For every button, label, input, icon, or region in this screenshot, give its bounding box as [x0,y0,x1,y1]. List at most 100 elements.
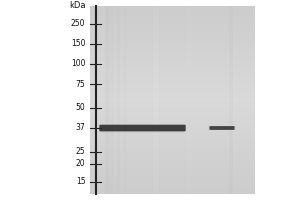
Bar [90,59,255,60]
Bar [90,72,255,73]
Bar [90,61,255,62]
Bar [90,178,255,179]
Bar [90,31,255,32]
Bar [90,6,255,7]
Bar [90,144,255,145]
Bar [90,180,255,181]
Text: 20: 20 [76,160,86,168]
Bar [229,6,233,194]
Bar [90,151,255,152]
Bar [90,164,255,165]
Bar [90,99,255,100]
Bar [97,6,99,194]
Bar [90,9,255,10]
Bar [90,112,255,113]
Bar [90,143,255,144]
Bar [90,113,255,114]
Bar [90,21,255,22]
Bar [90,105,255,106]
Bar [90,111,255,112]
Bar [90,182,255,183]
Bar [90,189,255,190]
Bar [90,138,255,139]
Bar [90,146,255,147]
Bar [90,117,255,118]
Bar [90,155,255,156]
Bar [90,54,255,55]
Bar [90,60,255,61]
Bar [90,76,255,77]
Bar [90,46,255,47]
Bar [90,147,255,148]
Text: 100: 100 [71,60,85,68]
Bar [90,63,255,64]
Bar [90,48,255,49]
Bar [90,104,255,105]
Text: 75: 75 [76,80,85,88]
Bar [90,131,255,132]
Bar [90,44,255,45]
Bar [90,73,255,74]
Text: 250: 250 [71,20,85,28]
Bar [90,191,255,192]
Bar [90,45,255,46]
Bar [90,16,255,17]
Bar [90,10,255,11]
Bar [90,149,255,150]
Bar [90,175,255,176]
Bar [90,30,255,31]
Bar [90,115,255,116]
Bar [90,13,255,14]
Bar [90,187,255,188]
Text: 25: 25 [76,148,86,156]
Bar [90,20,255,21]
Bar [90,158,255,159]
Bar [90,18,255,19]
Bar [90,102,255,103]
Bar [90,179,255,180]
Bar [90,123,255,124]
Bar [90,43,255,44]
Bar [90,160,255,161]
Bar [110,6,114,194]
Bar [90,142,255,143]
Bar [90,137,255,138]
Bar [90,120,255,121]
Bar [90,163,255,164]
Bar [90,8,255,9]
Bar [90,110,255,111]
Bar [90,23,255,24]
Bar [90,90,255,91]
Bar [90,62,255,63]
Bar [90,66,255,67]
FancyBboxPatch shape [209,126,235,130]
Bar [90,22,255,23]
Bar [90,167,255,168]
Bar [90,122,255,123]
Bar [90,24,255,25]
Text: 37: 37 [76,123,85,132]
Bar [90,118,255,119]
Bar [90,71,255,72]
Bar [90,95,255,96]
Bar [90,106,255,107]
Bar [90,86,255,87]
Bar [187,6,191,194]
Bar [90,40,255,41]
Bar [90,93,255,94]
Bar [90,69,255,70]
Bar [90,7,255,8]
Bar [90,166,255,167]
Bar [90,103,255,104]
Bar [90,97,255,98]
Bar [90,91,255,92]
Bar [90,38,255,39]
Bar [90,78,255,79]
Bar [90,55,255,56]
Bar [90,132,255,133]
Bar [90,153,255,154]
Bar [90,135,255,136]
Bar [90,42,255,43]
Bar [90,129,255,130]
Text: 50: 50 [76,104,85,112]
